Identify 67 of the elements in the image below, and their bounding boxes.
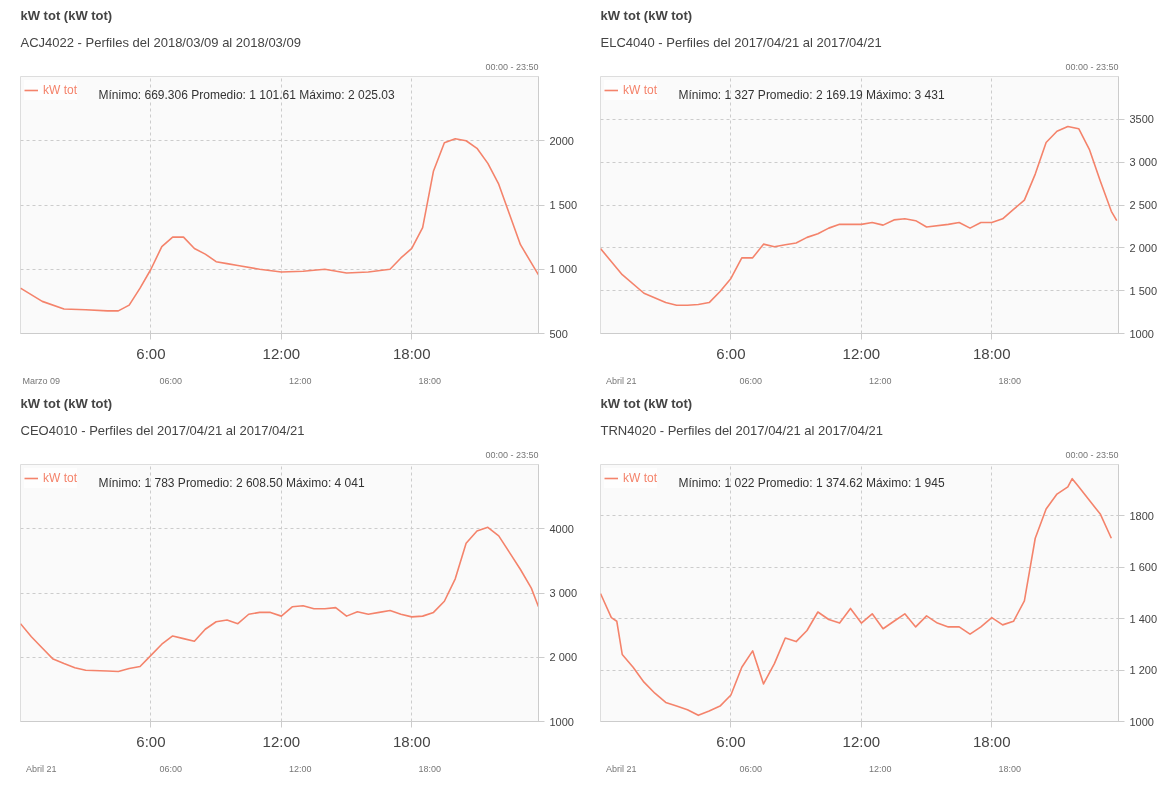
text: 06:00: [739, 763, 762, 774]
x-tick-label: 12:00: [262, 732, 301, 750]
y-tick-label: 3500: [1129, 113, 1154, 126]
text: Abril 21: [605, 375, 637, 386]
y-tick-label: 2000: [549, 134, 574, 147]
chart-subtitle: CEO4010 - Perfiles del 2017/04/21 al 2017/04/21: [20, 422, 305, 438]
chart-subtitle: ELC4040 - Perfiles del 2017/04/21 al 2017/04/21: [600, 34, 882, 50]
text: 00:00 - 23:50: [1065, 61, 1119, 72]
chart-title: kW tot (kW tot): [20, 7, 113, 23]
y-tick-label: 1 000: [549, 263, 578, 276]
chart-title: kW tot (kW tot): [600, 395, 693, 411]
text: 12:00: [868, 763, 892, 774]
y-tick-label: 1 400: [1129, 612, 1158, 625]
x-tick-label: 18:00: [393, 344, 431, 362]
chart-subtitle: TRN4020 - Perfiles del 2017/04/21 al 2017/04/21: [600, 422, 884, 438]
y-tick-label: 1 500: [549, 199, 578, 211]
legend-label: kW tot: [623, 471, 658, 485]
x-tick-label: 6:00: [136, 344, 166, 362]
y-tick-label: 1800: [1129, 509, 1154, 522]
y-tick-label: 500: [549, 327, 568, 340]
annotation: Mínimo: 1 783 Promedio: 2 608.50 Máximo: 4 041: [98, 475, 365, 490]
text: 18:00: [998, 375, 1021, 386]
legend-label: kW tot: [43, 471, 78, 485]
y-tick-label: 2 000: [549, 651, 578, 664]
chart-title: kW tot (kW tot): [20, 395, 113, 411]
y-tick-label: 1000: [1129, 327, 1154, 340]
text: 00:00 - 23:50: [1065, 449, 1119, 460]
text: 12:00: [288, 763, 312, 774]
text: Abril 21: [605, 763, 637, 774]
text: 06:00: [159, 375, 182, 386]
annotation: Mínimo: 1 327 Promedio: 2 169.19 Máximo: 3 431: [678, 87, 945, 102]
text: 12:00: [288, 375, 312, 386]
legend-label: kW tot: [623, 83, 658, 97]
x-tick-label: 18:00: [973, 344, 1011, 362]
y-tick-label: 2 500: [1129, 199, 1158, 211]
annotation: Mínimo: 669.306 Promedio: 1 101.61 Máximo: 2 025.03: [98, 87, 395, 102]
x-tick-label: 6:00: [716, 344, 746, 362]
chart-title: kW tot (kW tot): [600, 7, 693, 23]
y-tick-label: 1000: [1129, 715, 1154, 728]
x-tick-label: 6:00: [136, 732, 166, 750]
y-tick-label: 2 000: [1129, 241, 1158, 254]
y-tick-label: 1000: [549, 715, 574, 728]
text: 06:00: [739, 375, 762, 386]
y-tick-label: 3 000: [549, 587, 578, 599]
text: 00:00 - 23:50: [485, 61, 539, 72]
x-tick-label: 18:00: [973, 732, 1011, 750]
x-tick-label: 12:00: [842, 344, 881, 362]
x-tick-label: 12:00: [842, 732, 881, 750]
chart-subtitle: ACJ4022 - Perfiles del 2018/03/09 al 2018/03/09: [20, 34, 301, 50]
y-tick-label: 1 600: [1129, 561, 1158, 574]
text: Marzo 09: [22, 375, 60, 386]
text: Abril 21: [25, 763, 57, 774]
legend-label: kW tot: [43, 83, 78, 97]
text: 18:00: [418, 375, 441, 386]
y-tick-label: 1 500: [1129, 284, 1158, 297]
x-tick-label: 18:00: [393, 732, 431, 750]
text: 06:00: [159, 763, 182, 774]
text: 00:00 - 23:50: [485, 449, 539, 460]
text: 18:00: [998, 763, 1021, 774]
text: 18:00: [418, 763, 441, 774]
x-tick-label: 6:00: [716, 732, 746, 750]
y-tick-label: 4000: [549, 522, 574, 535]
y-tick-label: 1 200: [1129, 664, 1158, 677]
y-tick-label: 3 000: [1129, 156, 1158, 169]
text: 12:00: [868, 375, 892, 386]
annotation: Mínimo: 1 022 Promedio: 1 374.62 Máximo: 1 945: [678, 475, 945, 490]
x-tick-label: 12:00: [262, 344, 301, 362]
